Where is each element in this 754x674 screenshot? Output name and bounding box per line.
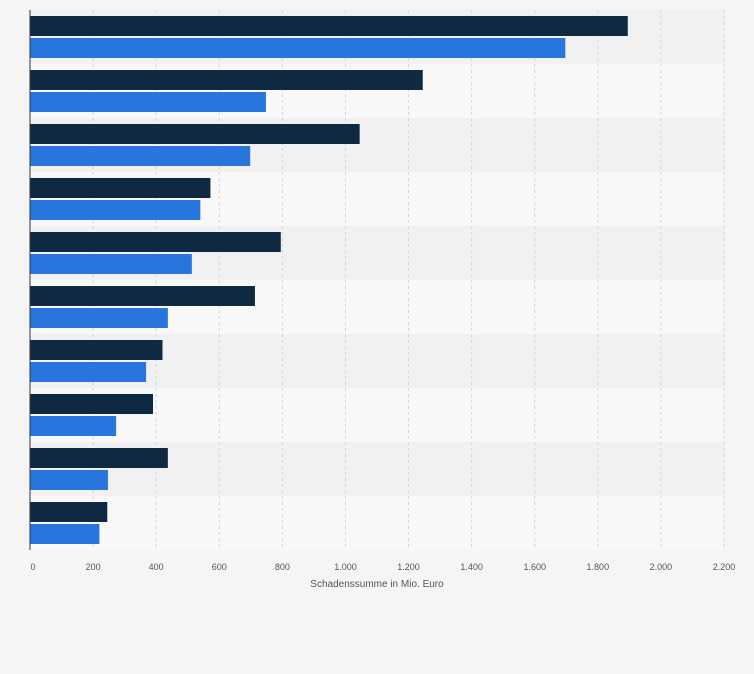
x-tick-label: 1.000	[334, 562, 357, 572]
x-tick-label: 1.200	[397, 562, 420, 572]
bars	[30, 16, 628, 544]
bar-series-1[interactable]	[30, 70, 423, 90]
bar-series-1[interactable]	[30, 502, 108, 522]
bar-series-1[interactable]	[30, 178, 211, 198]
x-tick-label: 200	[86, 562, 101, 572]
x-tick-label: 1.800	[587, 562, 610, 572]
bar-series-2[interactable]	[30, 92, 266, 112]
x-tick-label: 400	[149, 562, 164, 572]
x-tick-label: 1.600	[523, 562, 546, 572]
x-tick-label: 1.400	[460, 562, 483, 572]
x-tick-label: 2.200	[713, 562, 736, 572]
x-tick-label: 800	[275, 562, 290, 572]
bar-series-1[interactable]	[30, 448, 168, 468]
bar-series-1[interactable]	[30, 340, 163, 360]
bar-series-2[interactable]	[30, 146, 251, 166]
bar-series-1[interactable]	[30, 16, 628, 36]
bar-series-2[interactable]	[30, 254, 192, 274]
bar-series-2[interactable]	[30, 416, 117, 436]
bar-series-2[interactable]	[30, 524, 100, 544]
bar-series-1[interactable]	[30, 394, 154, 414]
bar-series-2[interactable]	[30, 38, 566, 58]
x-axis-ticks: 0 200 400 600 800 1.000 1.200 1.400 1.600 1.800 2.…	[30, 562, 735, 572]
bar-series-1[interactable]	[30, 286, 255, 306]
bar-series-2[interactable]	[30, 200, 201, 220]
x-tick-label: 2.000	[650, 562, 673, 572]
x-tick-label: 0	[30, 562, 35, 572]
bar-series-2[interactable]	[30, 362, 147, 382]
x-axis-title: Schadenssumme in Mio. Euro	[310, 579, 444, 590]
row-bands	[30, 10, 724, 550]
bar-series-2[interactable]	[30, 308, 168, 328]
bar-series-1[interactable]	[30, 124, 360, 144]
x-tick-label: 600	[212, 562, 227, 572]
row-band	[30, 496, 724, 550]
bar-series-2[interactable]	[30, 470, 108, 490]
bar-series-1[interactable]	[30, 232, 281, 252]
